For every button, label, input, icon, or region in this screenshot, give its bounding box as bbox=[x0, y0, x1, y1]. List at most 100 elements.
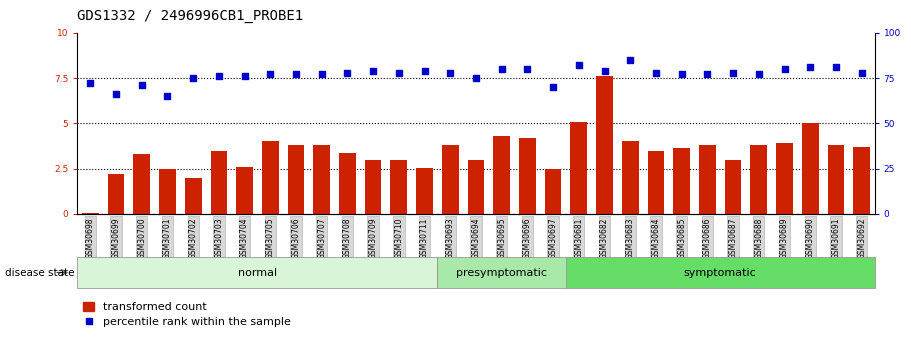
Bar bbox=[364, 159, 382, 214]
Point bbox=[417, 68, 432, 73]
Text: GSM30710: GSM30710 bbox=[394, 218, 404, 259]
Point bbox=[701, 72, 715, 77]
Text: GSM30683: GSM30683 bbox=[626, 218, 635, 259]
Bar bbox=[699, 145, 716, 214]
Legend: transformed count, percentile rank within the sample: transformed count, percentile rank withi… bbox=[83, 302, 291, 327]
Bar bbox=[236, 167, 253, 214]
Text: GSM30709: GSM30709 bbox=[369, 218, 378, 259]
Bar bbox=[467, 160, 485, 214]
Bar bbox=[313, 145, 330, 214]
Point bbox=[495, 66, 509, 72]
Text: GSM30704: GSM30704 bbox=[241, 218, 249, 259]
Text: GSM30707: GSM30707 bbox=[317, 218, 326, 259]
Bar bbox=[519, 138, 536, 214]
Point bbox=[186, 75, 200, 81]
Point bbox=[443, 70, 457, 75]
Bar bbox=[185, 178, 201, 214]
Bar bbox=[442, 145, 458, 214]
Bar bbox=[570, 121, 588, 214]
Bar bbox=[776, 143, 793, 214]
Bar bbox=[107, 174, 125, 214]
Text: GSM30693: GSM30693 bbox=[445, 218, 455, 259]
Text: GSM30702: GSM30702 bbox=[189, 218, 198, 259]
Text: GSM30688: GSM30688 bbox=[754, 218, 763, 259]
Bar bbox=[494, 136, 510, 214]
Text: GSM30698: GSM30698 bbox=[86, 218, 95, 259]
Bar bbox=[288, 145, 304, 214]
Point bbox=[314, 72, 329, 77]
Bar bbox=[566, 257, 875, 288]
Point bbox=[108, 91, 123, 97]
Text: GSM30691: GSM30691 bbox=[832, 218, 841, 259]
Text: GSM30697: GSM30697 bbox=[548, 218, 558, 259]
Text: disease state: disease state bbox=[5, 268, 74, 277]
Point bbox=[340, 70, 354, 75]
Text: GSM30700: GSM30700 bbox=[138, 218, 147, 259]
Text: normal: normal bbox=[238, 268, 277, 277]
Text: GSM30681: GSM30681 bbox=[574, 218, 583, 259]
Bar bbox=[673, 148, 690, 214]
Bar bbox=[545, 169, 561, 214]
Point bbox=[803, 65, 817, 70]
Point bbox=[263, 72, 278, 77]
Text: GSM30685: GSM30685 bbox=[677, 218, 686, 259]
Point bbox=[83, 81, 97, 86]
Point bbox=[571, 63, 586, 68]
Bar bbox=[262, 141, 279, 214]
Text: GSM30690: GSM30690 bbox=[805, 218, 814, 259]
Point bbox=[623, 57, 638, 63]
Text: GSM30708: GSM30708 bbox=[343, 218, 352, 259]
Text: symptomatic: symptomatic bbox=[684, 268, 757, 277]
Bar bbox=[77, 257, 437, 288]
Bar bbox=[596, 76, 613, 214]
Bar bbox=[416, 168, 433, 214]
Point bbox=[135, 82, 149, 88]
Text: GSM30703: GSM30703 bbox=[214, 218, 223, 259]
Point bbox=[855, 70, 869, 75]
Bar bbox=[391, 159, 407, 214]
Text: GSM30695: GSM30695 bbox=[497, 218, 507, 259]
Text: GSM30696: GSM30696 bbox=[523, 218, 532, 259]
Bar bbox=[827, 145, 844, 214]
Point bbox=[520, 66, 535, 72]
Point bbox=[289, 72, 303, 77]
Point bbox=[392, 70, 406, 75]
Bar bbox=[339, 153, 356, 214]
Text: GSM30689: GSM30689 bbox=[780, 218, 789, 259]
Point bbox=[366, 68, 381, 73]
Bar bbox=[725, 159, 742, 214]
Point bbox=[598, 68, 612, 73]
Bar bbox=[802, 123, 819, 214]
Text: GSM30706: GSM30706 bbox=[292, 218, 301, 259]
Text: GSM30687: GSM30687 bbox=[729, 218, 738, 259]
Point bbox=[469, 75, 484, 81]
Bar bbox=[854, 147, 870, 214]
Bar bbox=[210, 150, 227, 214]
Bar bbox=[159, 169, 176, 214]
Point bbox=[726, 70, 741, 75]
Text: GSM30692: GSM30692 bbox=[857, 218, 866, 259]
Text: GSM30705: GSM30705 bbox=[266, 218, 275, 259]
Bar bbox=[751, 145, 767, 214]
Text: GSM30699: GSM30699 bbox=[111, 218, 120, 259]
Text: GSM30694: GSM30694 bbox=[472, 218, 480, 259]
Text: GSM30684: GSM30684 bbox=[651, 218, 660, 259]
Bar bbox=[133, 154, 150, 214]
Text: presymptomatic: presymptomatic bbox=[456, 268, 548, 277]
Point bbox=[752, 72, 766, 77]
Point bbox=[649, 70, 663, 75]
Point bbox=[674, 72, 689, 77]
Bar bbox=[82, 213, 98, 214]
Bar bbox=[648, 150, 664, 214]
Text: GSM30682: GSM30682 bbox=[600, 218, 609, 259]
Bar bbox=[437, 257, 566, 288]
Point bbox=[829, 65, 844, 70]
Bar bbox=[622, 141, 639, 214]
Text: GSM30686: GSM30686 bbox=[703, 218, 711, 259]
Point bbox=[160, 93, 175, 99]
Text: GSM30701: GSM30701 bbox=[163, 218, 172, 259]
Point bbox=[237, 73, 251, 79]
Point bbox=[777, 66, 792, 72]
Text: GDS1332 / 2496996CB1_PROBE1: GDS1332 / 2496996CB1_PROBE1 bbox=[77, 9, 303, 23]
Text: GSM30711: GSM30711 bbox=[420, 218, 429, 259]
